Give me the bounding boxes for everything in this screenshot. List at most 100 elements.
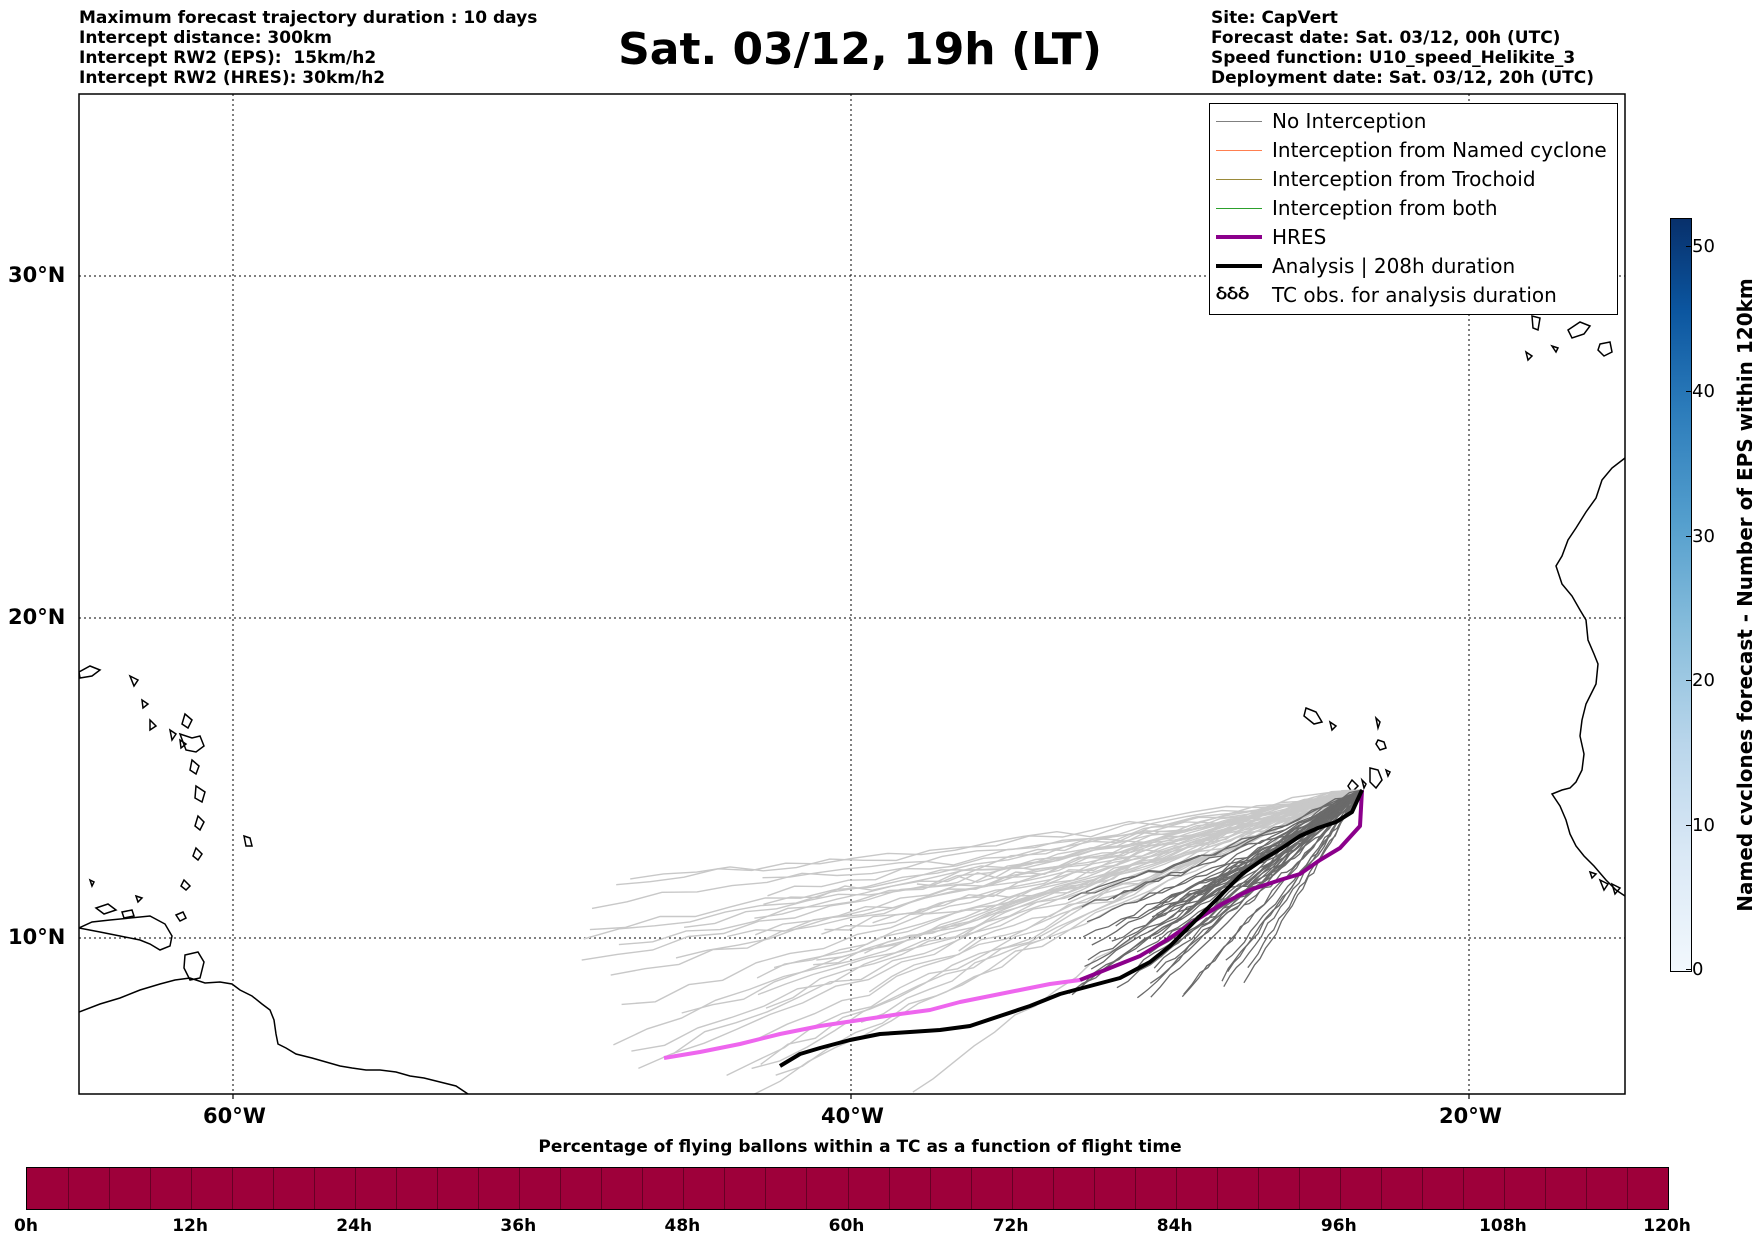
lat-label-30n: 30°N [8,263,66,287]
hres-track-late [663,978,1081,1060]
canary-islands [1524,315,1613,362]
legend-label: TC obs. for analysis duration [1272,283,1557,307]
legend-item-trochoid: Interception from Trochoid [1210,165,1617,194]
timebar-minor-tick [806,1168,808,1209]
legend-item-analysis: Analysis | 208h duration [1210,252,1617,281]
timebar-minor-tick [68,1168,70,1209]
lon-label-40w: 40°W [821,1104,884,1128]
ensemble-track-light [726,789,1363,1077]
timebar-minor-tick [1339,1168,1341,1209]
ensemble-track-light [759,789,1363,1039]
colorbar-tick-10: 10 [1692,815,1715,836]
timebar-minor-tick [150,1168,152,1209]
legend-swatch [1216,179,1262,180]
map-border [78,93,1626,1095]
trinidad-island [183,951,205,981]
lat-label-20n: 20°N [8,605,66,629]
ensemble-track-light [616,789,1363,886]
max-duration-text: Maximum forecast trajectory duration : 1… [79,8,538,28]
colorbar-tick-50: 50 [1692,236,1715,257]
forecast-date-text: Forecast date: Sat. 03/12, 00h (UTC) [1211,28,1561,48]
timebar-minor-tick [1544,1168,1546,1209]
ensemble-track-light [621,789,1363,1006]
ensemble-track-light [638,789,1363,1070]
legend-swatch [1216,208,1262,209]
ensemble-track-dark [1115,789,1363,927]
timebar-label: 96h [1320,1216,1357,1236]
africa-coast [1550,457,1625,897]
cyclone-colorbar [1670,218,1692,972]
timebar-minor-tick [1257,1168,1259,1209]
timebar-label: 120h [1643,1216,1691,1236]
ensemble-track-light [763,789,1363,905]
legend-swatch [1216,235,1262,239]
colorbar-tick-40: 40 [1692,381,1715,402]
timebar-label: 12h [172,1216,208,1236]
legend-item-no-interception: No Interception [1210,107,1617,136]
legend-label: HRES [1272,225,1327,249]
timebar-minor-tick [314,1168,316,1209]
legend-label: Interception from both [1272,196,1498,220]
ensemble-track-dark [1071,789,1363,996]
ensemble-track-dark [1067,789,1363,901]
timebar-minor-tick [191,1168,193,1209]
timebar-minor-tick [1093,1168,1095,1209]
lon-label-60w: 60°W [203,1104,266,1128]
ensemble-track-light [868,789,1363,993]
ensemble-track-dark [1153,789,1363,969]
timebar-minor-tick [437,1168,439,1209]
site-text: Site: CapVert [1211,8,1338,28]
intercept-eps-text: Intercept RW2 (EPS): 15km/h2 [79,48,377,68]
timebar-minor-tick [1298,1168,1300,1209]
timebar-minor-tick [273,1168,275,1209]
ensemble-track-light [872,789,1363,924]
colorbar-label: Named cyclones forecast - Number of EPS … [1733,278,1752,912]
timebar-label: 72h [992,1216,1029,1236]
timebar-minor-tick [929,1168,931,1209]
timebar-minor-tick [642,1168,644,1209]
timebar-caption: Percentage of flying ballons within a TC… [538,1137,1182,1157]
site-info: Site: CapVert Forecast date: Sat. 03/12,… [1211,8,1594,88]
guadeloupe-island [178,732,205,753]
legend-label: Interception from Trochoid [1272,167,1536,191]
timebar-minor-tick [1052,1168,1054,1209]
timebar-minor-tick [232,1168,234,1209]
timebar-minor-tick [1216,1168,1218,1209]
ensemble-track-light [613,789,1363,1046]
timebar-minor-tick [1175,1168,1177,1209]
legend-item-tc-obs: ઠઠઠ TC obs. for analysis duration [1210,281,1617,310]
timebar-minor-tick [683,1168,685,1209]
timebar-minor-tick [1503,1168,1505,1209]
timebar-minor-tick [1011,1168,1013,1209]
timebar-minor-tick [1585,1168,1587,1209]
forecast-settings: Maximum forecast trajectory duration : 1… [79,8,537,88]
colorbar-tick-20: 20 [1692,670,1715,691]
timebar-minor-tick [601,1168,603,1209]
tc-symbol-icon: ઠઠઠ [1216,282,1250,304]
lon-label-20w: 20°W [1439,1104,1502,1128]
ensemble-track-light [762,789,1363,879]
intercept-distance-text: Intercept distance: 300km [79,28,332,48]
ensemble-track-dark [1085,789,1363,893]
legend-swatch [1216,264,1262,268]
page-title: Sat. 03/12, 19h (LT) [618,24,1102,75]
timebar-label: 0h [14,1216,38,1236]
legend-item-both: Interception from both [1210,194,1617,223]
colorbar-tick-30: 30 [1692,526,1715,547]
trajectory-tracks [581,789,1364,1094]
timebar-minor-tick [109,1168,111,1209]
timebar-minor-tick [724,1168,726,1209]
ensemble-track-dark [1223,789,1363,988]
hres-track [1079,789,1364,982]
legend-label: Interception from Named cyclone [1272,138,1607,162]
timebar-minor-tick [888,1168,890,1209]
timebar-minor-tick [1134,1168,1136,1209]
barbados-island [243,834,253,847]
ensemble-track-dark [1116,789,1363,989]
ensemble-track-light [630,789,1363,880]
ensemble-track-dark [1153,789,1363,948]
ensemble-track-light [773,789,1363,969]
timebar-label: 36h [500,1216,537,1236]
timebar-label: 84h [1156,1216,1193,1236]
intercept-hres-text: Intercept RW2 (HRES): 30km/h2 [79,68,386,88]
